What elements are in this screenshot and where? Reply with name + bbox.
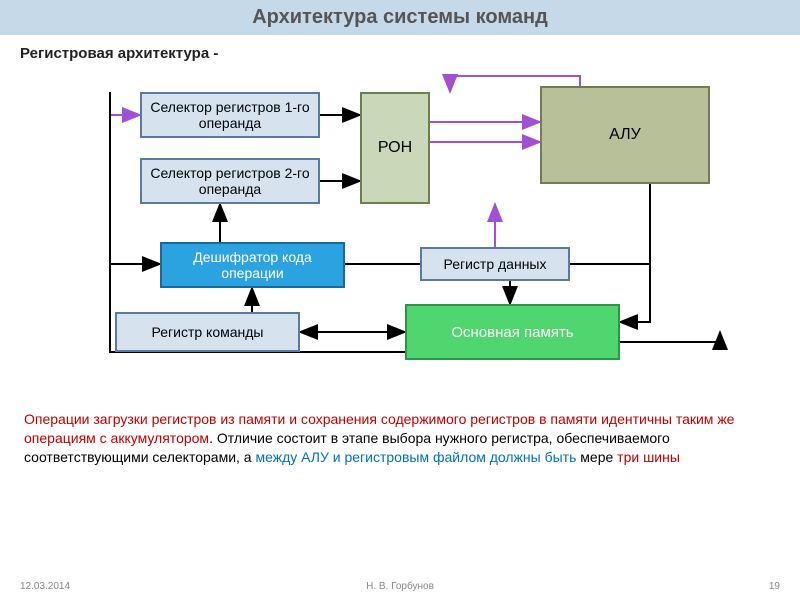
box-mem: Основная память bbox=[405, 304, 620, 360]
desc-segment: мере bbox=[576, 449, 617, 465]
page-title: Архитектура системы команд bbox=[0, 0, 800, 35]
footer-page: 19 bbox=[769, 581, 780, 592]
subtitle: Регистровая архитектура - bbox=[0, 35, 800, 62]
diagram-area: Селектор регистров 1-го операнда Селектор… bbox=[40, 72, 760, 402]
box-sel2: Селектор регистров 2-го операнда bbox=[140, 158, 320, 204]
description-text: Операции загрузки регистров из памяти и … bbox=[0, 402, 800, 467]
box-sel1: Селектор регистров 1-го операнда bbox=[140, 92, 320, 138]
footer-author: Н. В. Горбунов bbox=[0, 581, 800, 592]
box-cmdreg: Регистр команды bbox=[115, 312, 300, 352]
arrow-13 bbox=[620, 184, 650, 322]
arrow-15 bbox=[620, 332, 720, 342]
box-ron: РОН bbox=[360, 92, 430, 204]
box-alu: АЛУ bbox=[540, 86, 710, 184]
box-dreg: Регистр данных bbox=[420, 247, 570, 281]
desc-segment: между АЛУ и регистровым файлом должны бы… bbox=[255, 449, 576, 465]
box-decoder: Дешифратор кода операции bbox=[160, 242, 345, 288]
desc-segment: три шины bbox=[617, 449, 680, 465]
